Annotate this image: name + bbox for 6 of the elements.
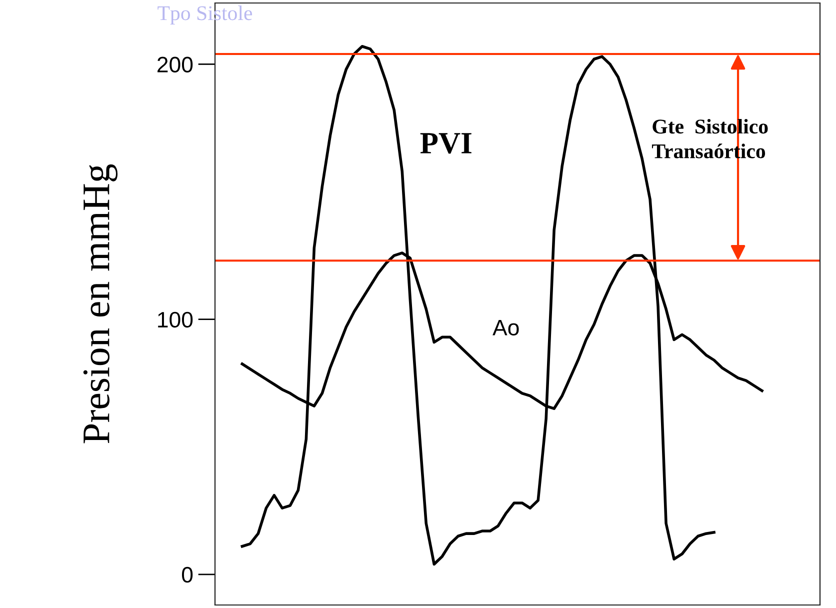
y-tick-label: 0	[182, 566, 193, 583]
y-tick-label: 100	[158, 312, 193, 328]
series-label: PVI	[420, 133, 472, 154]
y-tick-label: 200	[158, 56, 193, 72]
y-axis-title: Presion en mmHg	[83, 164, 118, 444]
series-label: Ao	[492, 320, 519, 336]
